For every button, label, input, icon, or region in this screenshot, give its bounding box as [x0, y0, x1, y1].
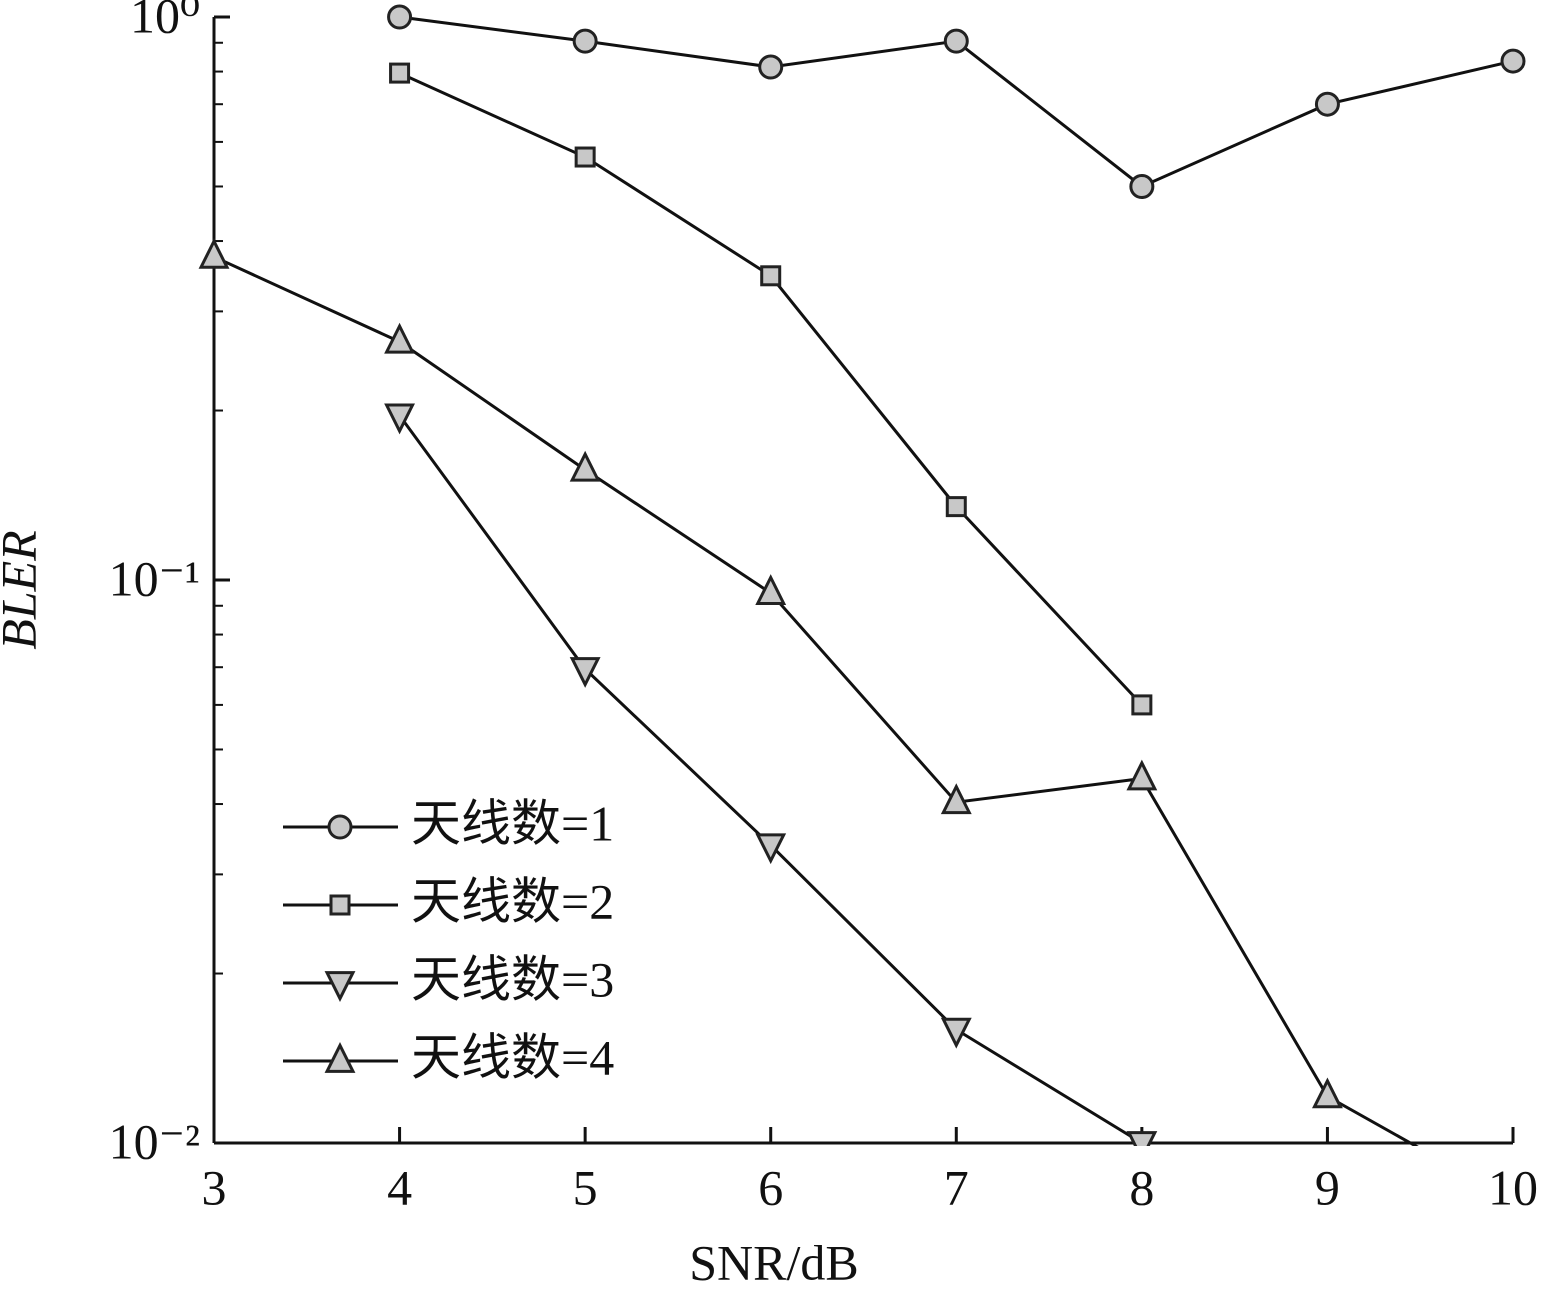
data-point [755, 574, 787, 605]
x-tick-label: 5 [573, 1159, 598, 1215]
data-point [1131, 694, 1153, 716]
y-axis-label: BLER [0, 530, 46, 649]
x-axis-label: SNR/dB [689, 1234, 859, 1290]
legend-label: 天线数=1 [411, 795, 614, 851]
data-point [758, 54, 784, 80]
legend-label: 天线数=4 [411, 1029, 614, 1085]
data-point [943, 28, 969, 54]
data-point [1312, 1077, 1343, 1109]
plot-area [198, 4, 1526, 1146]
data-point [940, 1017, 972, 1049]
x-tick-label: 8 [1129, 1159, 1154, 1215]
data-point [384, 403, 415, 435]
legend-marker [329, 894, 351, 916]
y-tick-label: 10⁻¹ [109, 550, 200, 606]
data-point [198, 237, 230, 269]
data-point [1126, 759, 1158, 791]
x-tick-label: 10 [1488, 1159, 1538, 1215]
legend-marker [324, 971, 356, 1002]
data-point [1129, 173, 1155, 199]
data-point [1126, 1131, 1158, 1146]
data-point [384, 322, 415, 354]
series-line [398, 71, 1143, 706]
data-point [387, 4, 413, 30]
x-tick-label: 9 [1315, 1159, 1340, 1215]
data-point [572, 28, 598, 54]
legend-marker [324, 1042, 356, 1073]
data-point [1314, 91, 1340, 117]
x-tick-label: 7 [944, 1159, 969, 1215]
x-tick-label: 3 [202, 1159, 227, 1215]
legend-marker [327, 814, 353, 840]
legend-label: 天线数=2 [411, 873, 614, 929]
data-point [940, 783, 972, 815]
legend-label: 天线数=3 [411, 951, 614, 1007]
x-tick-label: 6 [758, 1159, 783, 1215]
data-point [945, 496, 967, 518]
y-tick-label: 10⁻² [109, 1113, 200, 1169]
data-point [569, 450, 601, 482]
data-point [389, 62, 411, 84]
y-tick-label: 10⁰ [130, 0, 200, 43]
data-point [574, 146, 596, 168]
data-point [755, 833, 787, 865]
x-tick-label: 4 [387, 1159, 412, 1215]
data-point [569, 657, 601, 688]
series-line [213, 255, 1419, 1146]
data-point [1500, 48, 1526, 74]
data-point [760, 265, 782, 287]
